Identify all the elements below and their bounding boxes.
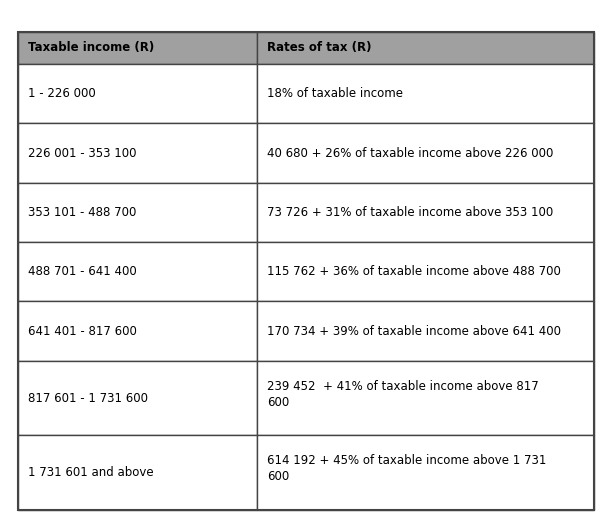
Bar [18,435,257,510]
Text: 1 731 601 and above: 1 731 601 and above [28,466,154,479]
Text: 353 101 - 488 700: 353 101 - 488 700 [28,206,136,219]
Text: 614 192 + 45% of taxable income above 1 731
600: 614 192 + 45% of taxable income above 1 … [267,454,547,483]
Bar [18,183,257,242]
Text: 817 601 - 1 731 600: 817 601 - 1 731 600 [28,392,148,405]
Text: Taxable income (R): Taxable income (R) [28,42,154,54]
Bar [257,435,594,510]
Text: 115 762 + 36% of taxable income above 488 700: 115 762 + 36% of taxable income above 48… [267,265,561,278]
Bar [257,242,594,301]
Text: 170 734 + 39% of taxable income above 641 400: 170 734 + 39% of taxable income above 64… [267,325,561,337]
Bar [257,183,594,242]
Bar [257,301,594,360]
Bar [257,64,594,123]
Bar [18,242,257,301]
Bar [257,360,594,435]
Text: Rates of tax (R): Rates of tax (R) [267,42,371,54]
Bar [18,123,257,183]
Text: 239 452  + 41% of taxable income above 817
600: 239 452 + 41% of taxable income above 81… [267,380,539,409]
Text: 226 001 - 353 100: 226 001 - 353 100 [28,147,136,160]
Text: 488 701 - 641 400: 488 701 - 641 400 [28,265,136,278]
Bar [18,360,257,435]
Text: 641 401 - 817 600: 641 401 - 817 600 [28,325,137,337]
Text: 18% of taxable income: 18% of taxable income [267,87,403,100]
Bar [18,301,257,360]
Bar [18,64,257,123]
Text: 1 - 226 000: 1 - 226 000 [28,87,95,100]
Bar [257,32,594,64]
Text: 73 726 + 31% of taxable income above 353 100: 73 726 + 31% of taxable income above 353… [267,206,553,219]
Bar [257,123,594,183]
Bar [18,32,257,64]
Text: 40 680 + 26% of taxable income above 226 000: 40 680 + 26% of taxable income above 226… [267,147,553,160]
